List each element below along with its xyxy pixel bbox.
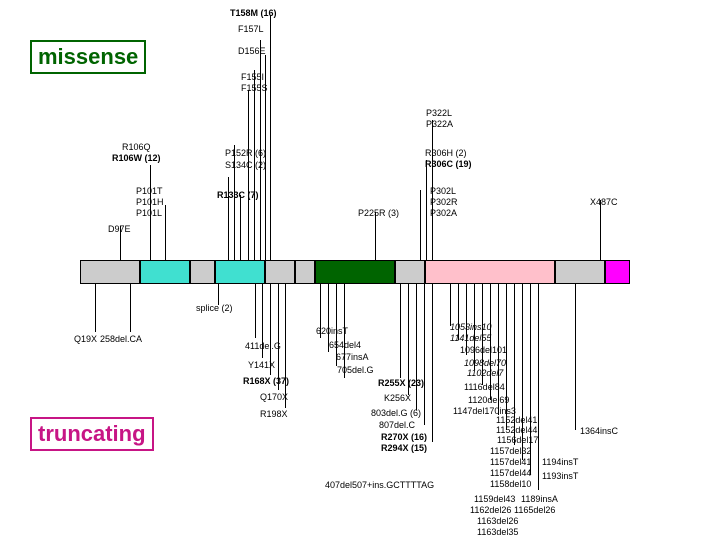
connector-line: [285, 284, 286, 408]
gene-bar-segment: [80, 260, 140, 284]
mutation-label: R106Q: [122, 142, 151, 152]
mutation-label: 1194insT: [542, 457, 578, 467]
mutation-label: S134C (2): [225, 160, 266, 170]
gene-bar-segment: [190, 260, 215, 284]
gene-bar-segment: [215, 260, 265, 284]
mutation-label: Q19X: [74, 334, 97, 344]
mutation-label: 1157del32: [490, 446, 531, 456]
mutation-label: 1157del41: [490, 457, 531, 467]
mutation-label: F155I: [241, 72, 264, 82]
gene-bar-segment: [295, 260, 315, 284]
connector-line: [278, 284, 279, 390]
mutation-label: D156E: [238, 46, 266, 56]
mutation-label: 1193insT: [542, 471, 578, 481]
mutation-label: 1116del84: [464, 382, 505, 392]
mutation-label: splice (2): [196, 303, 233, 313]
mutation-label: P302L: [430, 186, 456, 196]
mutation-label: R306H (2): [425, 148, 467, 158]
connector-line: [600, 200, 601, 260]
mutation-label: F157L: [238, 24, 264, 34]
missense-label-box: missense: [30, 40, 146, 74]
connector-line: [255, 284, 256, 338]
mutation-label: 1141del55: [450, 333, 491, 343]
mutation-label: P322A: [426, 119, 453, 129]
mutation-label: R198X: [260, 409, 288, 419]
mutation-label: 1159del43: [474, 494, 515, 504]
connector-line: [375, 212, 376, 260]
connector-line: [240, 195, 241, 260]
gene-bar-segment: [555, 260, 605, 284]
connector-line: [270, 15, 271, 260]
gene-bar-segment: [315, 260, 395, 284]
mutation-label: R294X (15): [381, 443, 427, 453]
connector-line: [426, 160, 427, 260]
mutation-label: P302A: [430, 208, 457, 218]
connector-line: [248, 90, 249, 260]
mutation-label: R255X (23): [378, 378, 424, 388]
mutation-label: 1165del26: [514, 505, 555, 515]
mutation-label: 1120del69: [468, 395, 509, 405]
mutation-label: R168X (37): [243, 376, 289, 386]
connector-line: [130, 284, 131, 332]
mutation-label: 1152del44: [496, 425, 537, 435]
mutation-label: 1162del26: [470, 505, 511, 515]
mutation-label: 677insA: [336, 352, 369, 362]
mutation-label: 620insT: [316, 326, 348, 336]
mutation-label: P322L: [426, 108, 452, 118]
mutation-label: 1163del35: [477, 527, 518, 537]
gene-bar-segment: [425, 260, 555, 284]
gene-bar-segment: [395, 260, 425, 284]
connector-line: [424, 284, 425, 425]
connector-line: [575, 284, 576, 430]
mutation-label: K256X: [384, 393, 411, 403]
mutation-label: 1163del26: [477, 516, 518, 526]
mutation-label: Q170X: [260, 392, 288, 402]
gene-bar-segment: [140, 260, 190, 284]
connector-line: [432, 284, 433, 442]
mutation-label: 1364insC: [580, 426, 618, 436]
mutation-label: P101H: [136, 197, 164, 207]
mutation-label: P101L: [136, 208, 162, 218]
mutation-label: P152R (6): [225, 148, 266, 158]
mutation-label: X487C: [590, 197, 618, 207]
connector-line: [400, 284, 401, 378]
mutation-label: D97E: [108, 224, 131, 234]
connector-line: [420, 190, 421, 260]
mutation-label: P225R (3): [358, 208, 399, 218]
mutation-label: Y141X: [248, 360, 275, 370]
mutation-label: 1096del101: [460, 345, 507, 355]
mutation-label: 407del507+ins.GCTTTTAG: [325, 480, 434, 490]
mutation-label: 1157del44: [490, 468, 531, 478]
connector-line: [450, 284, 451, 326]
mutation-label: F155S: [241, 83, 268, 93]
mutation-label: 1102del7: [467, 368, 503, 378]
mutation-label: 1053ins10: [450, 322, 492, 332]
mutation-label: R133C (7): [217, 190, 259, 200]
mutation-label: 654del4: [329, 340, 361, 350]
mutation-label: 1156del17: [497, 435, 538, 445]
mutation-label: R306C (19): [425, 159, 472, 169]
mutation-label: 1152del41: [496, 415, 537, 425]
gene-bar-segment: [605, 260, 630, 284]
connector-line: [165, 205, 166, 260]
truncating-label-box: truncating: [30, 417, 154, 451]
mutation-label: R106W (12): [112, 153, 161, 163]
mutation-label: 1158del10: [490, 479, 531, 489]
mutation-label: 1189insA: [521, 494, 558, 504]
mutation-label: T158M (16): [230, 8, 277, 18]
gene-bar-segment: [265, 260, 295, 284]
mutation-label: 411del.G: [245, 341, 281, 351]
mutation-label: 258del.CA: [100, 334, 142, 344]
mutation-label: 807del.C: [379, 420, 415, 430]
connector-line: [218, 284, 219, 305]
mutation-label: R270X (16): [381, 432, 427, 442]
connector-line: [95, 284, 96, 332]
connector-line: [416, 284, 417, 410]
mutation-label: P302R: [430, 197, 458, 207]
mutation-label: 705del.G: [337, 365, 374, 375]
mutation-label: 803del.G (6): [371, 408, 421, 418]
connector-line: [538, 284, 539, 490]
mutation-label: 1098del70: [464, 358, 506, 368]
mutation-label: P101T: [136, 186, 163, 196]
